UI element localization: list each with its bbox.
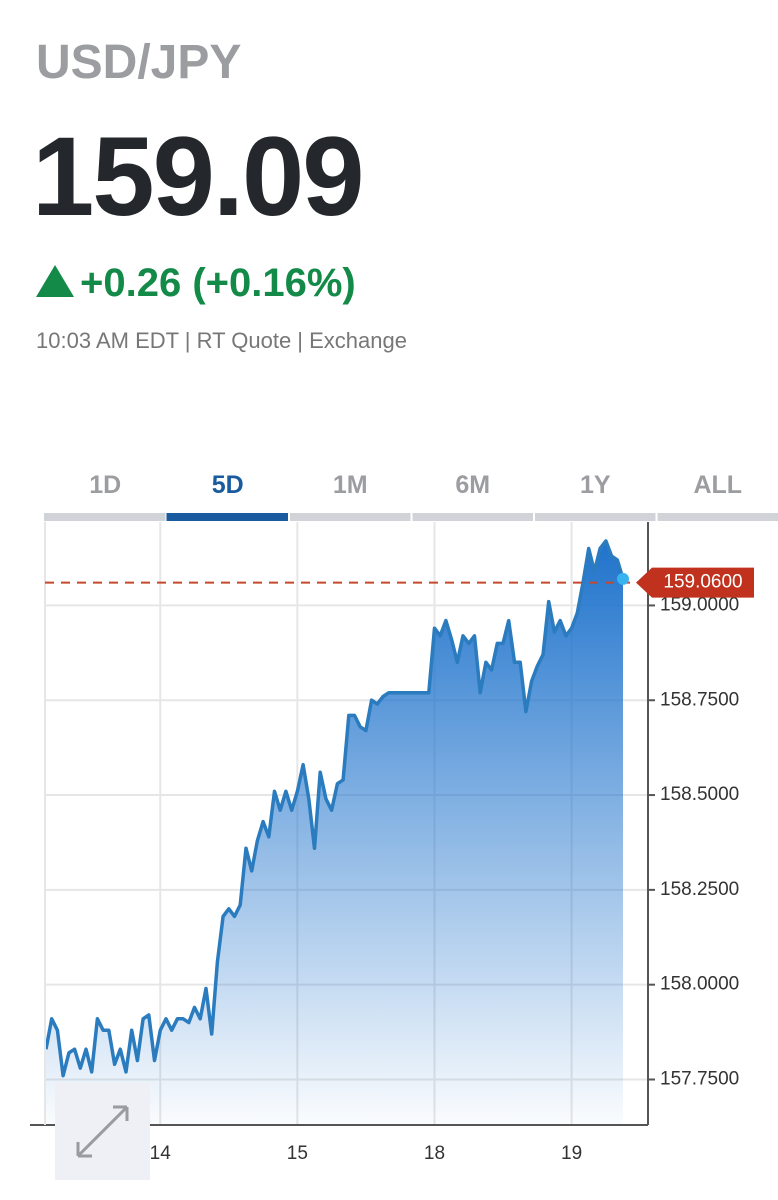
y-tick-label: 158.5000 [660, 784, 739, 805]
x-tick-label: 14 [150, 1143, 172, 1164]
tab-gap [655, 513, 658, 521]
y-tick-label: 158.7500 [660, 689, 739, 710]
x-tick-label: 15 [287, 1143, 308, 1164]
x-tick-label: 18 [424, 1143, 445, 1164]
y-tick-label: 159.0000 [660, 594, 739, 615]
price-tag-label: 159.0600 [663, 572, 742, 593]
tab-gap [410, 513, 413, 521]
y-tick-label: 158.0000 [660, 974, 739, 995]
up-arrow [36, 265, 74, 297]
tab[interactable]: 1M [333, 471, 368, 499]
tab[interactable]: 5D [212, 471, 244, 499]
tab-active-bar [166, 513, 288, 521]
change: +0.26 (+0.16%) [80, 261, 356, 305]
chart: 14 15 18 19 157.7500 158.0000 158.2500 158.5000… [30, 522, 754, 1164]
last-point [617, 572, 629, 585]
price: 159.09 [32, 114, 363, 239]
tab[interactable]: 6M [455, 471, 490, 499]
price-line [44, 539, 625, 1078]
tab[interactable]: 1D [89, 471, 121, 499]
y-tick-label: 158.2500 [660, 879, 739, 900]
x-tick-label: 19 [561, 1143, 582, 1164]
y-tick-label: 157.7500 [660, 1069, 739, 1090]
tab-bar: 1D 5D 1M 6M 1Y ALL [44, 471, 778, 521]
price-tag [636, 567, 754, 598]
quote-info: 10:03 AM EDT | RT Quote | Exchange [36, 328, 407, 353]
tab[interactable]: 1Y [580, 471, 611, 499]
expand-icon [76, 1105, 129, 1158]
tab[interactable]: ALL [693, 471, 742, 499]
symbol: USD/JPY [36, 36, 241, 89]
tab-gap [533, 513, 535, 521]
tab-gap [288, 513, 290, 521]
